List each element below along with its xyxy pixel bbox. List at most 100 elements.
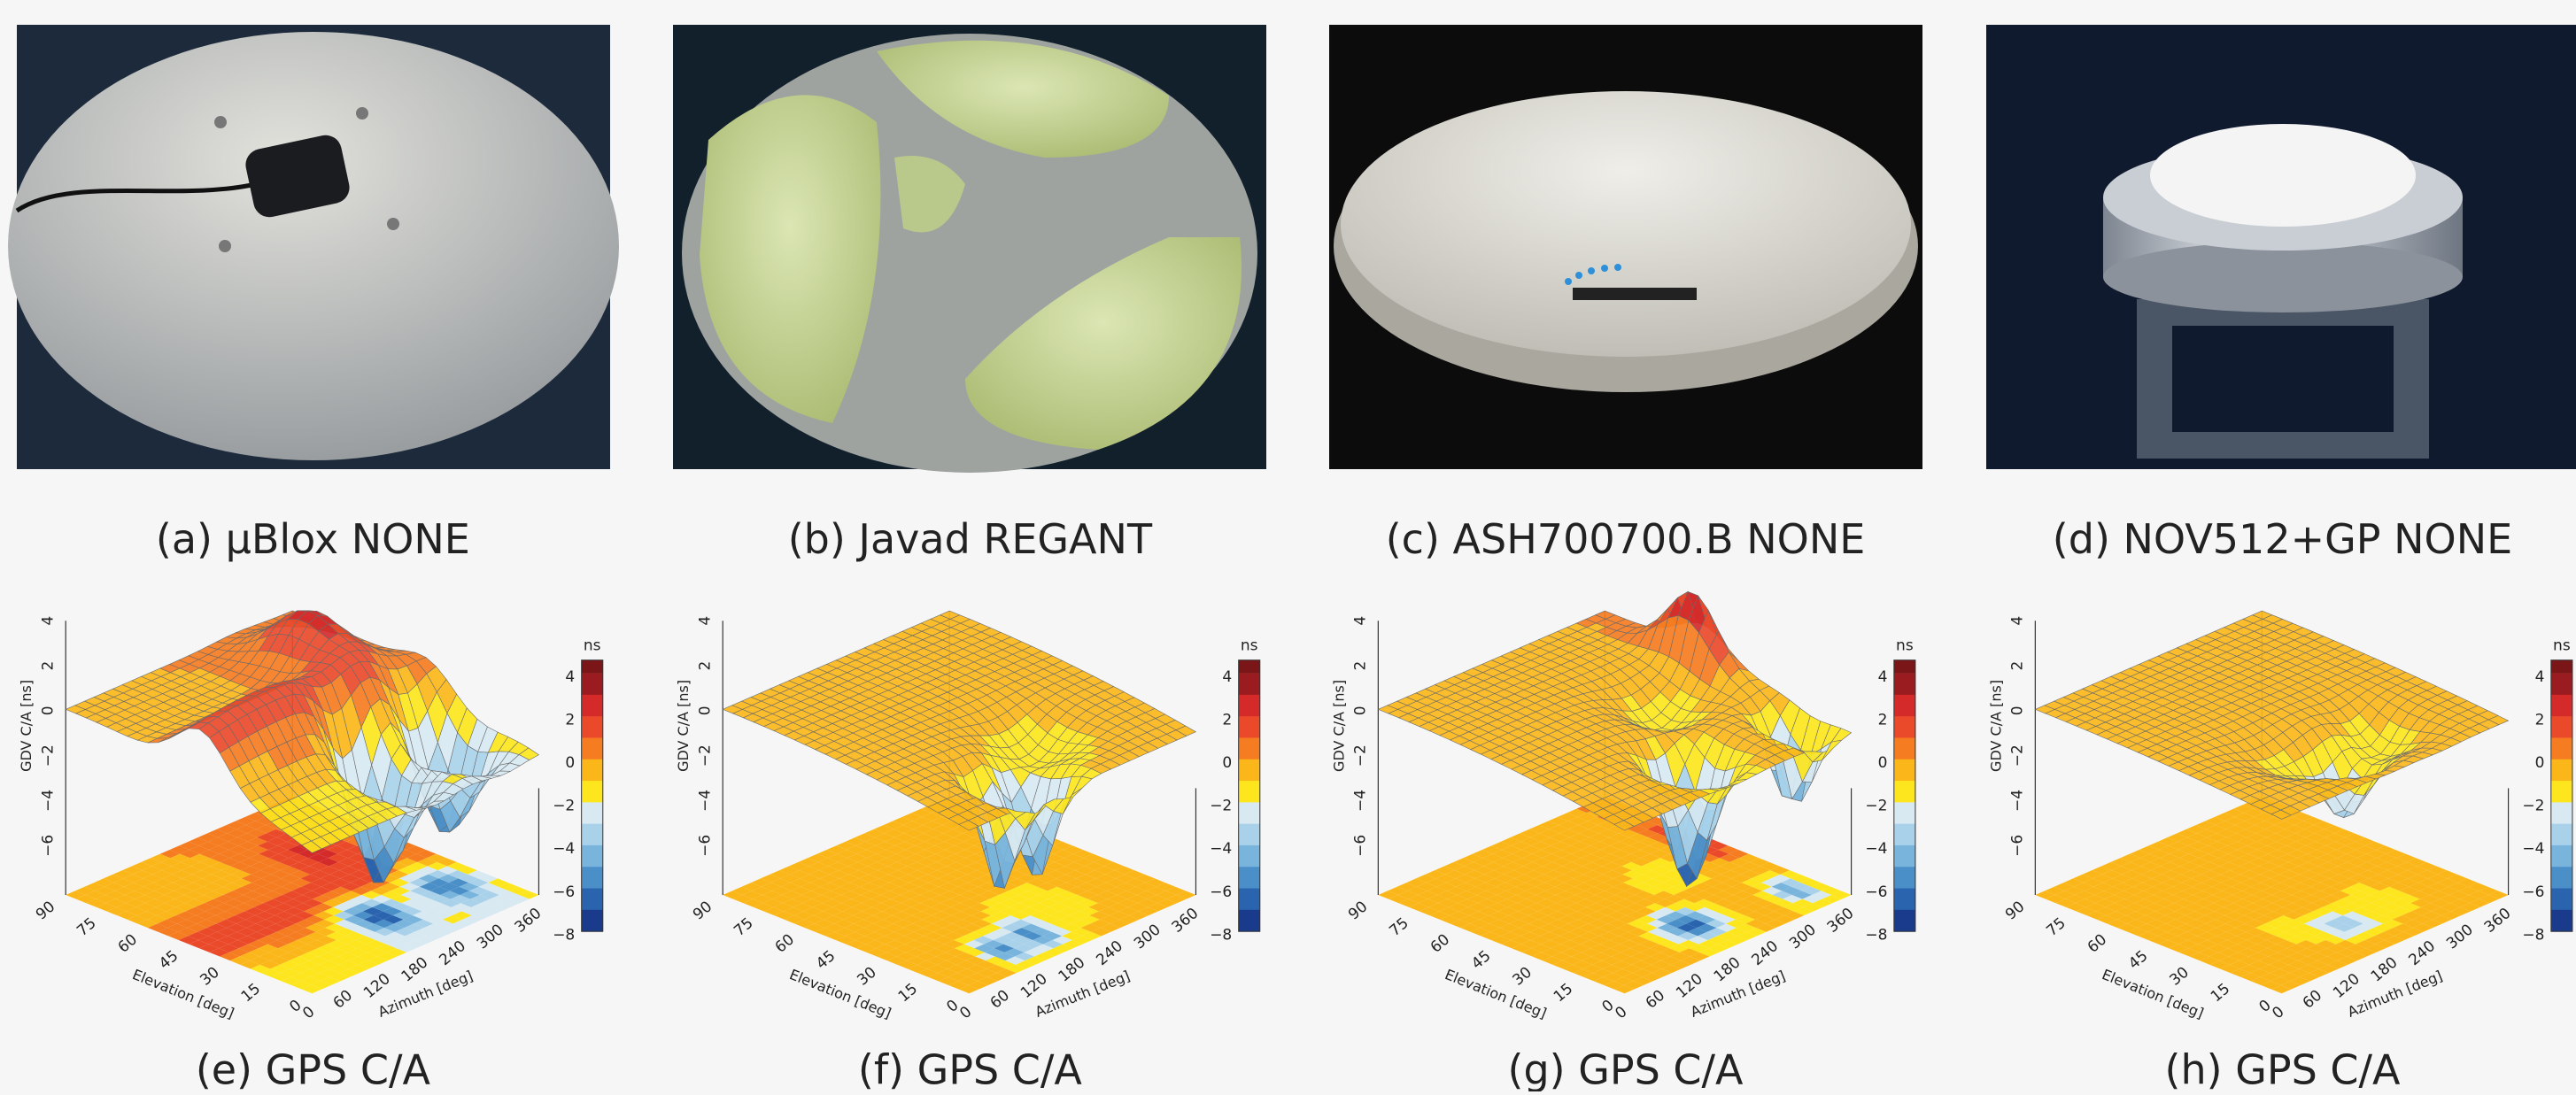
caption: (d) NOV512+GP NONE <box>2053 515 2512 563</box>
z-axis-label: GDV C/A [ns] <box>18 680 35 772</box>
colorbar-band <box>1894 674 1915 696</box>
z-tick-label: 0 <box>1352 706 1370 715</box>
photo-novatel <box>1986 25 2576 469</box>
colorbar-band <box>1239 760 1260 782</box>
colorbar-band <box>1239 845 1260 868</box>
z-tick-label: 0 <box>696 706 714 715</box>
azimuth-tick-label: 300 <box>1786 921 1820 952</box>
colorbar-tick-label: −8 <box>1865 926 1887 944</box>
colorbar-band <box>2551 910 2572 932</box>
colorbar-band <box>1239 660 1260 674</box>
caption: (f) GPS C/A <box>858 1045 1083 1091</box>
colorbar-band <box>582 737 603 760</box>
colorbar-band <box>2551 845 2572 868</box>
caption: (h) GPS C/A <box>2165 1045 2401 1091</box>
colorbar-tick-label: −6 <box>553 883 575 901</box>
azimuth-tick-label: 360 <box>2481 905 2515 937</box>
colorbar-tick-label: −4 <box>1865 840 1887 858</box>
z-tick-label: −6 <box>696 835 714 857</box>
colorbar-band <box>582 889 603 911</box>
z-tick-label: −2 <box>2009 744 2027 767</box>
photo-ublox <box>8 25 619 469</box>
elevation-tick-label: 60 <box>2085 930 2110 956</box>
caption: (a) μBlox NONE <box>156 515 470 563</box>
colorbar-tick-label: 2 <box>1878 711 1888 729</box>
colorbar-tick-label: −8 <box>553 926 575 944</box>
caption: (c) ASH700700.B NONE <box>1386 515 1866 563</box>
colorbar-tick-label: 0 <box>565 754 575 772</box>
colorbar-unit: ns <box>1241 637 1258 655</box>
colorbar-tick-label: 2 <box>565 711 575 729</box>
colorbar-band <box>2551 674 2572 696</box>
screw <box>219 240 231 252</box>
colorbar-band <box>582 660 603 674</box>
z-tick-label: −6 <box>39 835 57 857</box>
colorbar-band <box>1894 867 1915 889</box>
azimuth-tick-label: 120 <box>360 970 394 1002</box>
elevation-axis-label: Elevation [deg] <box>1443 966 1549 1022</box>
colorbar-band <box>2551 737 2572 760</box>
z-tick-label: 4 <box>2009 616 2027 626</box>
colorbar-band <box>2551 867 2572 889</box>
elevation-tick-label: 30 <box>1509 964 1535 990</box>
azimuth-tick-label: 120 <box>1017 970 1051 1002</box>
colorbar-band <box>1894 781 1915 803</box>
elevation-tick-label: 30 <box>197 964 222 990</box>
colorbar-band <box>1894 910 1915 932</box>
azimuth-tick-label: 300 <box>474 921 507 952</box>
colorbar-band <box>1239 802 1260 824</box>
ground-plane <box>8 32 619 460</box>
colorbar-band <box>1894 889 1915 911</box>
z-tick-label: 2 <box>696 661 714 671</box>
colorbar-tick-label: −2 <box>2522 798 2544 815</box>
colorbar-band <box>1894 845 1915 868</box>
colorbar-band <box>582 824 603 846</box>
azimuth-tick-label: 240 <box>2405 937 2439 969</box>
figure: (a) μBlox NONE(b) Javad REGANT(c) ASH700… <box>0 0 2576 1091</box>
colorbar-band <box>1239 781 1260 803</box>
radome <box>1341 91 1911 357</box>
colorbar-tick-label: −4 <box>553 840 575 858</box>
z-tick-label: 0 <box>2009 706 2027 715</box>
azimuth-tick-label: 180 <box>398 953 432 985</box>
colorbar-band <box>582 716 603 738</box>
colorbar-tick-label: 0 <box>1878 754 1888 772</box>
colorbar-band <box>1894 824 1915 846</box>
z-tick-label: 4 <box>1352 616 1370 626</box>
azimuth-tick-label: 360 <box>512 905 545 937</box>
z-tick-label: −2 <box>39 744 57 767</box>
azimuth-tick-label: 300 <box>1131 921 1164 952</box>
colorbar-tick-label: −6 <box>1865 883 1887 901</box>
z-tick-label: −6 <box>2009 835 2027 857</box>
z-tick-label: 2 <box>39 661 57 671</box>
elevation-tick-label: 75 <box>1386 914 1412 940</box>
colorbar-unit: ns <box>584 637 601 655</box>
elevation-tick-label: 15 <box>2208 980 2233 1006</box>
colorbar-band <box>2551 824 2572 846</box>
colorbar-band <box>1239 716 1260 738</box>
azimuth-tick-label: 300 <box>2443 921 2477 952</box>
azimuth-axis-label: Azimuth [deg] <box>375 968 475 1021</box>
logo-text <box>1573 288 1697 300</box>
colorbar-unit: ns <box>2553 637 2571 655</box>
azimuth-tick-label: 60 <box>1643 986 1668 1012</box>
z-tick-label: 2 <box>2009 661 2027 671</box>
z-axis-label: GDV C/A [ns] <box>675 680 692 772</box>
colorbar-band <box>582 781 603 803</box>
elevation-axis-label: Elevation [deg] <box>787 966 893 1022</box>
colorbar-tick-label: 4 <box>1878 668 1888 686</box>
azimuth-tick-label: 240 <box>1748 937 1782 969</box>
colorbar-tick-label: −2 <box>1210 798 1232 815</box>
azimuth-tick-label: 0 <box>956 1003 975 1022</box>
gdv-plot: 420−2−4−6GDV C/A [ns]9075604530150Elevat… <box>18 611 603 1091</box>
colorbar-band <box>1894 695 1915 717</box>
colorbar-band <box>1894 802 1915 824</box>
elevation-tick-label: 15 <box>238 980 264 1006</box>
colorbar-band <box>2551 716 2572 738</box>
elevation-tick-label: 45 <box>2125 947 2151 973</box>
colorbar-tick-label: 2 <box>2535 711 2545 729</box>
page: {"panels": [ {"caption": "(a) μBlox NONE… <box>0 0 2576 1091</box>
gdv-plot: 420−2−4−6GDV C/A [ns]9075604530150Elevat… <box>675 611 1260 1091</box>
z-tick-label: 4 <box>39 616 57 626</box>
azimuth-tick-label: 180 <box>2368 953 2402 985</box>
